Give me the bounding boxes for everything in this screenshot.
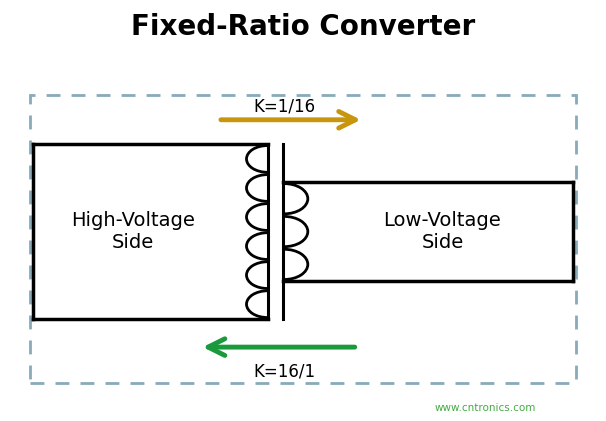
Text: www.cntronics.com: www.cntronics.com <box>434 403 536 413</box>
Text: K=16/1: K=16/1 <box>254 363 316 381</box>
Text: High-Voltage
Side: High-Voltage Side <box>72 211 195 252</box>
Text: Fixed-Ratio Converter: Fixed-Ratio Converter <box>131 13 475 41</box>
Text: Low-Voltage
Side: Low-Voltage Side <box>384 211 501 252</box>
Text: K=1/16: K=1/16 <box>254 98 316 115</box>
